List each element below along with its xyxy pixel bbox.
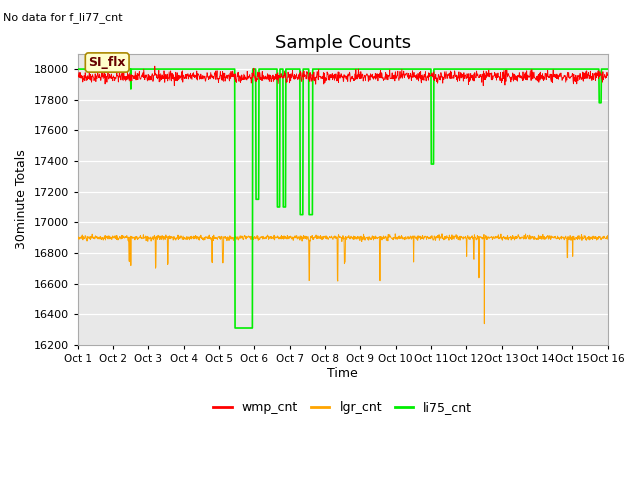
Title: Sample Counts: Sample Counts: [275, 34, 411, 52]
Y-axis label: 30minute Totals: 30minute Totals: [15, 149, 28, 249]
Text: SI_flx: SI_flx: [88, 56, 126, 69]
X-axis label: Time: Time: [328, 367, 358, 380]
Text: No data for f_li77_cnt: No data for f_li77_cnt: [3, 12, 123, 23]
Legend: wmp_cnt, lgr_cnt, li75_cnt: wmp_cnt, lgr_cnt, li75_cnt: [208, 396, 477, 419]
